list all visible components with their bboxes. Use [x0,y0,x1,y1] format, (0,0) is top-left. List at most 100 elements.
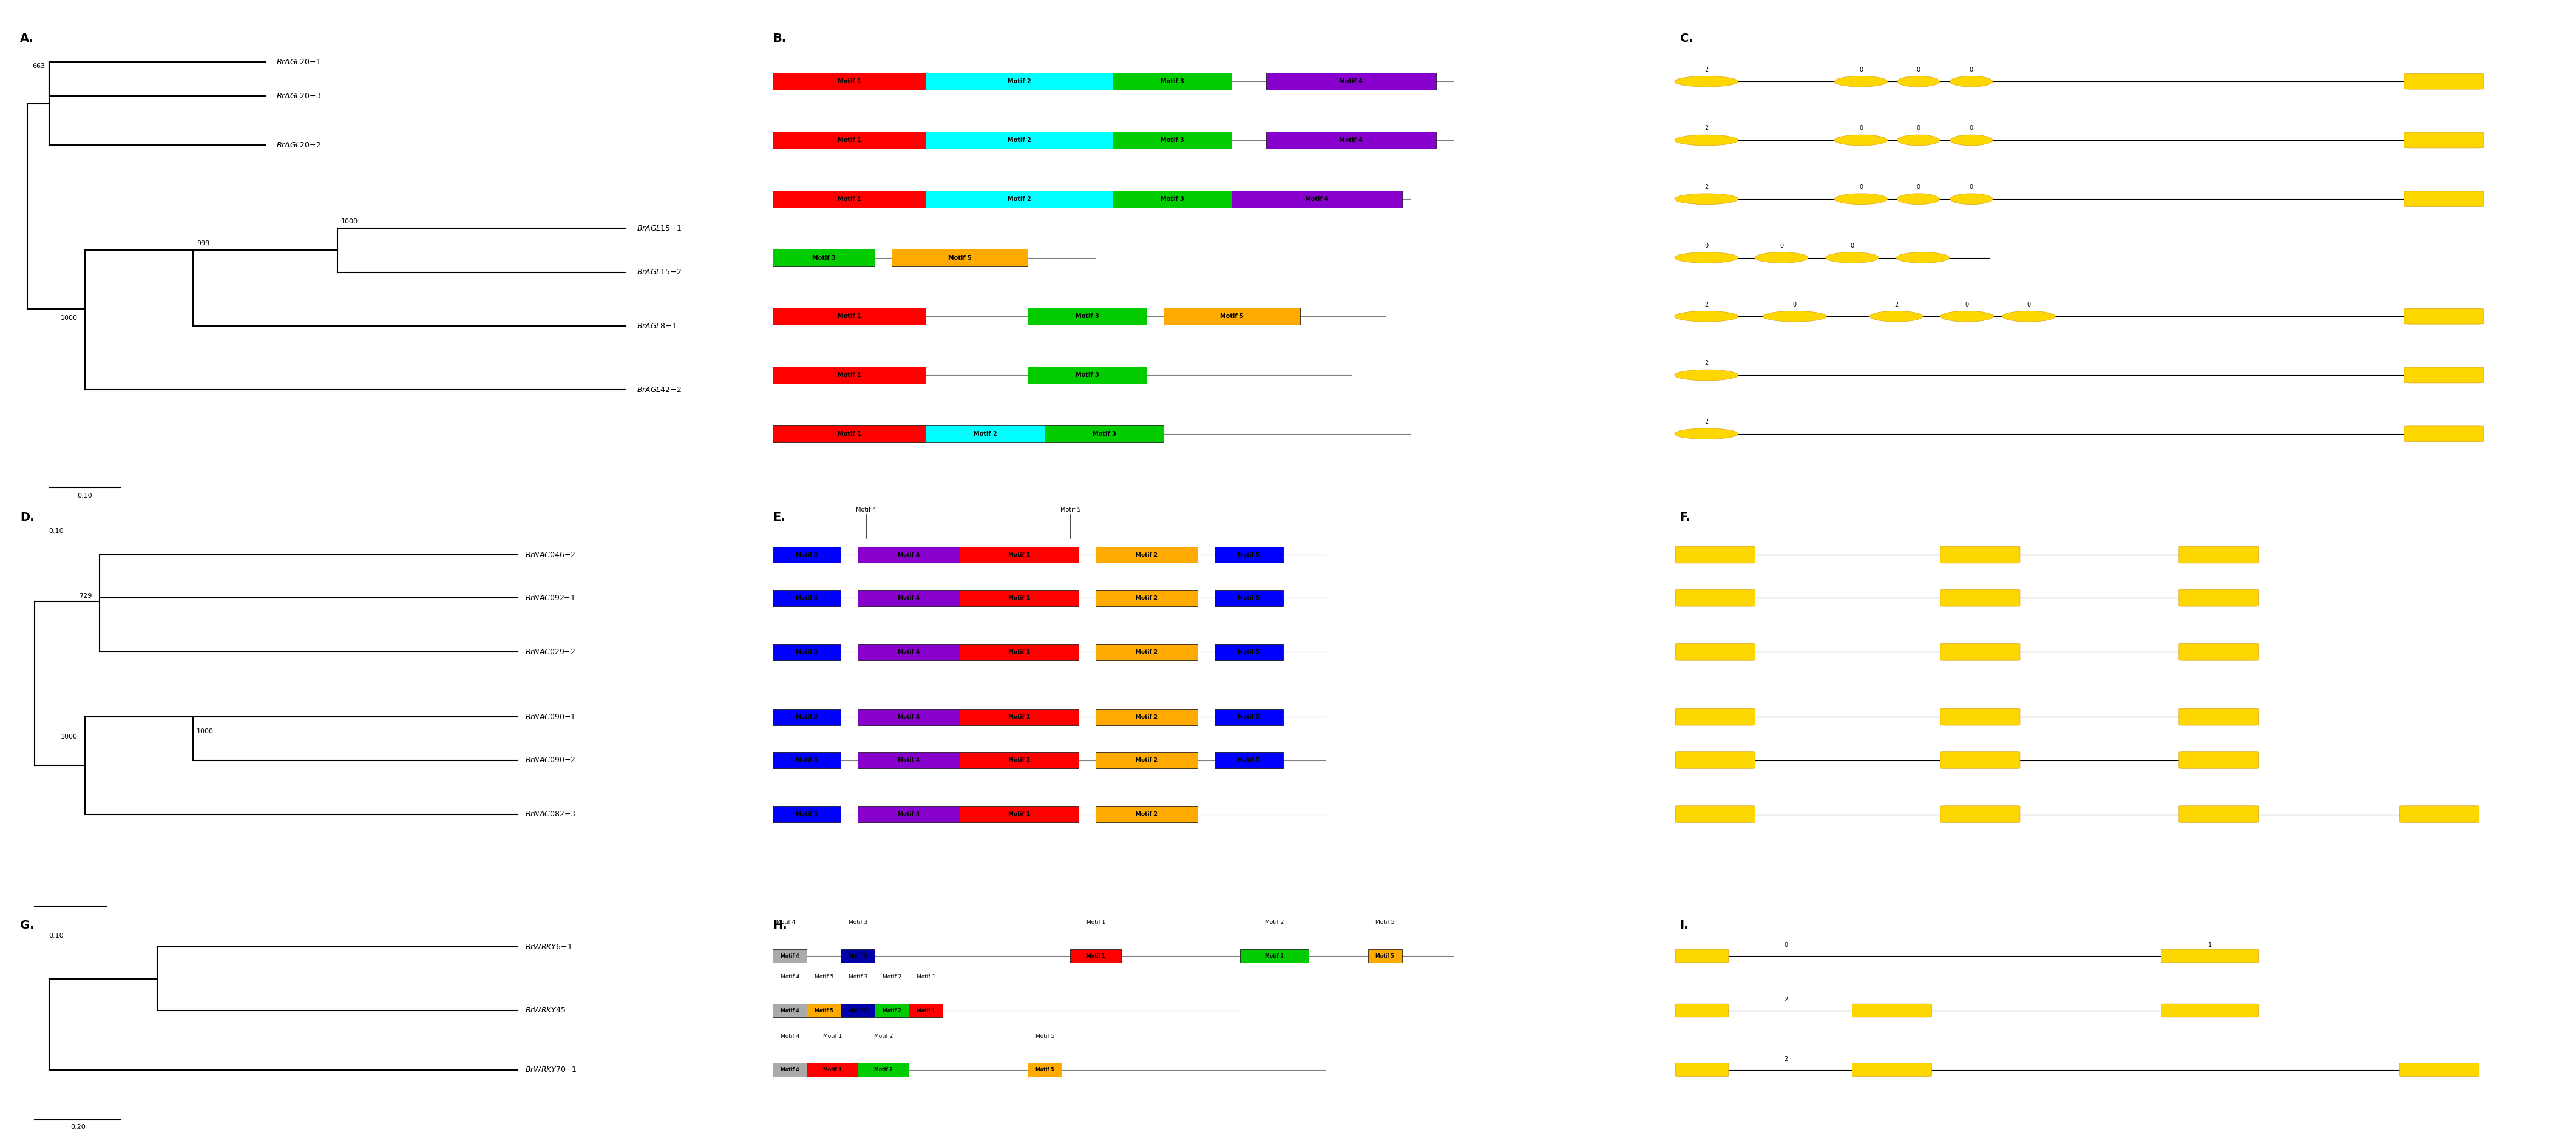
Ellipse shape [1674,428,1739,439]
FancyBboxPatch shape [2161,1004,2259,1017]
Text: Motif 4: Motif 4 [1340,79,1363,84]
Text: Motif 4: Motif 4 [781,1067,799,1072]
FancyBboxPatch shape [773,949,806,963]
FancyBboxPatch shape [2403,426,2483,442]
Ellipse shape [2002,311,2056,322]
FancyBboxPatch shape [1368,949,1401,963]
FancyBboxPatch shape [925,73,1113,90]
FancyBboxPatch shape [2179,806,2259,823]
FancyBboxPatch shape [961,752,1079,768]
Text: 2: 2 [1705,125,1708,131]
Ellipse shape [1870,311,1922,322]
Text: Motif 4: Motif 4 [899,811,920,817]
Ellipse shape [1674,76,1739,86]
Text: 0.10: 0.10 [49,933,64,939]
FancyBboxPatch shape [1028,1063,1061,1077]
Text: Motif 3: Motif 3 [1092,431,1115,437]
Text: Motif 5: Motif 5 [1036,1067,1054,1072]
FancyBboxPatch shape [1216,589,1283,607]
Text: Motif 4: Motif 4 [855,506,876,513]
Text: 0.20: 0.20 [70,1124,85,1130]
Text: Motif 4: Motif 4 [781,954,799,958]
Text: 0: 0 [1917,67,1919,73]
FancyBboxPatch shape [773,249,876,266]
Text: 0: 0 [1965,302,1968,307]
Text: Motif 5: Motif 5 [796,758,817,762]
Text: D.: D. [21,512,33,523]
FancyBboxPatch shape [773,366,925,384]
FancyBboxPatch shape [1940,806,2020,823]
Text: $\it{BrWRKY45}$: $\it{BrWRKY45}$ [526,1007,567,1014]
Text: 2: 2 [1705,184,1708,190]
FancyBboxPatch shape [1940,709,2020,725]
FancyBboxPatch shape [925,132,1113,149]
FancyBboxPatch shape [2401,806,2478,823]
Text: Motif 5: Motif 5 [1376,954,1394,958]
FancyBboxPatch shape [858,589,961,607]
Text: 729: 729 [80,593,93,600]
FancyBboxPatch shape [1028,366,1146,384]
Text: 0: 0 [1971,125,1973,131]
FancyBboxPatch shape [1852,1004,1932,1017]
FancyBboxPatch shape [2403,191,2483,207]
Text: Motif 2: Motif 2 [1136,650,1157,654]
Text: Motif 5: Motif 5 [1239,595,1260,601]
FancyBboxPatch shape [876,1004,909,1017]
Text: 0: 0 [1971,67,1973,73]
Text: Motif 1: Motif 1 [1007,758,1030,762]
Text: 999: 999 [196,240,209,247]
Text: 2: 2 [1893,302,1899,307]
Text: A.: A. [21,33,33,44]
FancyBboxPatch shape [773,307,925,325]
FancyBboxPatch shape [2179,546,2259,563]
Text: $\it{BrNAC090{-}1}$: $\it{BrNAC090{-}1}$ [526,714,574,720]
Text: Motif 2: Motif 2 [884,974,902,980]
Ellipse shape [1674,370,1739,380]
FancyBboxPatch shape [961,644,1079,660]
Text: F.: F. [1680,512,1690,523]
Text: $\it{BrNAC082{-}3}$: $\it{BrNAC082{-}3}$ [526,810,577,818]
Text: Motif 4: Motif 4 [899,552,920,558]
Text: Motif 3: Motif 3 [848,974,868,980]
Ellipse shape [1896,134,1940,146]
Text: 0: 0 [2027,302,2030,307]
FancyBboxPatch shape [1095,644,1198,660]
FancyBboxPatch shape [858,752,961,768]
Text: Motif 1: Motif 1 [1007,811,1030,817]
Text: Motif 1: Motif 1 [837,138,860,143]
Ellipse shape [1674,134,1739,146]
FancyBboxPatch shape [840,1004,876,1017]
FancyBboxPatch shape [1674,949,1728,963]
Text: $\it{BrAGL42{-}2}$: $\it{BrAGL42{-}2}$ [636,386,683,394]
Ellipse shape [1950,76,1994,86]
Text: 0: 0 [1850,242,1855,249]
Text: 0: 0 [1860,125,1862,131]
Text: 0: 0 [1780,242,1783,249]
Text: 2: 2 [1705,67,1708,73]
FancyBboxPatch shape [1095,806,1198,823]
Text: $\it{BrNAC090{-}2}$: $\it{BrNAC090{-}2}$ [526,757,574,764]
Text: Motif 2: Motif 2 [1265,954,1283,958]
FancyBboxPatch shape [2403,308,2483,324]
FancyBboxPatch shape [858,1063,909,1077]
Text: Motif 4: Motif 4 [899,595,920,601]
Text: Motif 2: Motif 2 [1007,79,1030,84]
FancyBboxPatch shape [773,426,925,443]
Text: Motif 1: Motif 1 [822,1067,842,1072]
FancyBboxPatch shape [773,752,840,768]
Ellipse shape [1896,193,1940,205]
Text: Motif 4: Motif 4 [899,650,920,654]
Text: Motif 1: Motif 1 [1007,552,1030,558]
Text: Motif 5: Motif 5 [1239,552,1260,558]
Text: Motif 5: Motif 5 [796,650,817,654]
Ellipse shape [1754,253,1808,263]
FancyBboxPatch shape [1674,752,1754,768]
Text: Motif 1: Motif 1 [1087,920,1105,925]
FancyBboxPatch shape [2403,74,2483,89]
Text: Motif 3: Motif 3 [1077,313,1100,320]
FancyBboxPatch shape [961,589,1079,607]
Ellipse shape [1826,253,1878,263]
FancyBboxPatch shape [1674,589,1754,607]
FancyBboxPatch shape [1028,307,1146,325]
Text: Motif 5: Motif 5 [1221,313,1244,320]
